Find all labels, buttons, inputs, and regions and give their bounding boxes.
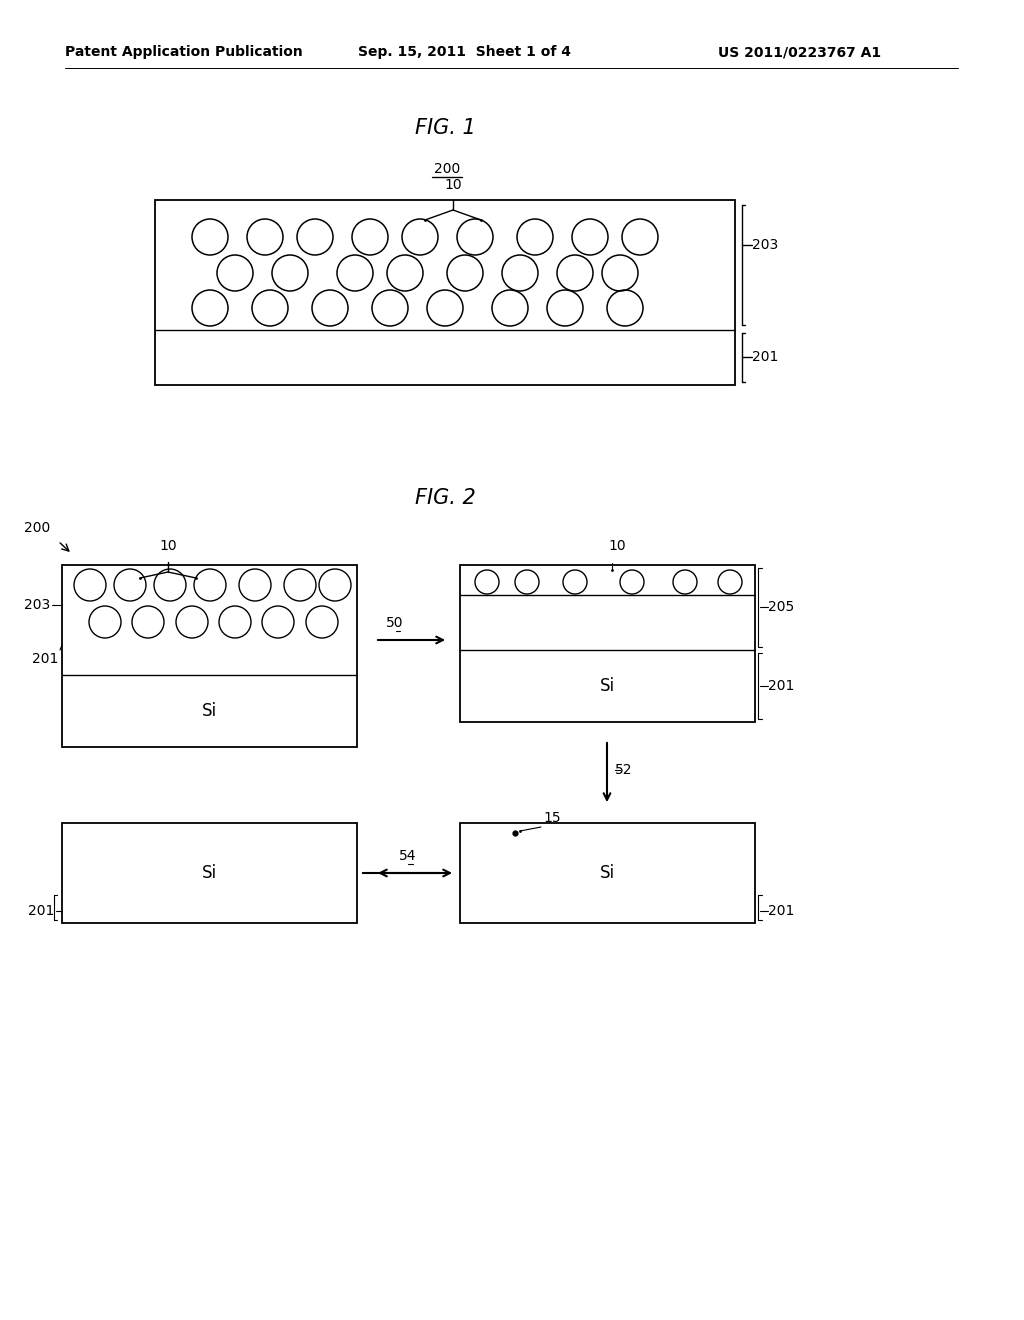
Text: 203: 203 <box>24 598 50 612</box>
Text: Si: Si <box>599 677 614 696</box>
Text: 200: 200 <box>434 162 460 176</box>
Text: 201: 201 <box>32 652 58 667</box>
Text: Si: Si <box>599 865 614 882</box>
Bar <box>460 822 755 923</box>
Text: FIG. 2: FIG. 2 <box>415 488 476 508</box>
Text: 201: 201 <box>768 678 795 693</box>
Text: Si: Si <box>202 702 216 719</box>
Text: 203: 203 <box>752 238 778 252</box>
Bar <box>460 565 755 722</box>
Text: FIG. 1: FIG. 1 <box>415 117 476 139</box>
Text: 201: 201 <box>28 904 54 917</box>
Text: 52: 52 <box>615 763 633 777</box>
Text: 50: 50 <box>386 616 403 630</box>
Text: 10: 10 <box>608 539 626 553</box>
Text: Si: Si <box>202 865 216 882</box>
Text: 54: 54 <box>399 849 417 863</box>
Text: 10: 10 <box>444 178 462 191</box>
Bar <box>62 565 357 747</box>
Text: 15: 15 <box>543 810 560 825</box>
Bar <box>62 822 357 923</box>
Text: US 2011/0223767 A1: US 2011/0223767 A1 <box>718 45 881 59</box>
Text: Patent Application Publication: Patent Application Publication <box>65 45 303 59</box>
Bar <box>155 201 735 385</box>
Text: Sep. 15, 2011  Sheet 1 of 4: Sep. 15, 2011 Sheet 1 of 4 <box>358 45 571 59</box>
Text: 201: 201 <box>752 350 778 364</box>
Text: 200: 200 <box>24 521 50 535</box>
Text: 10: 10 <box>159 539 177 553</box>
Text: 201: 201 <box>768 904 795 917</box>
Text: 205: 205 <box>768 601 795 614</box>
